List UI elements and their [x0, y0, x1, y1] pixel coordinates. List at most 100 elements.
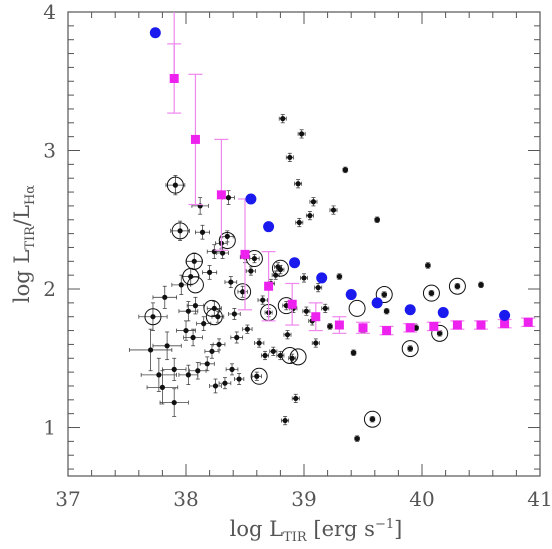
- point-marker: [381, 291, 387, 298]
- data-point: [350, 349, 357, 356]
- data-point: [204, 344, 220, 359]
- data-point: [369, 416, 376, 423]
- data-point: [374, 216, 380, 223]
- data-point: [152, 285, 177, 309]
- point-marker: [413, 325, 419, 331]
- circled-marker: [271, 259, 289, 277]
- point-marker: [222, 380, 228, 386]
- data-point: [309, 197, 318, 207]
- x-tick-label: 40: [409, 487, 434, 511]
- data-point: [278, 114, 287, 124]
- point-marker: [183, 327, 189, 334]
- point-marker: [283, 303, 289, 309]
- point-marker: [195, 368, 201, 374]
- data-point: [128, 328, 173, 372]
- point-marker: [231, 311, 237, 317]
- data-point: [454, 283, 461, 290]
- point-marker: [374, 217, 380, 223]
- point-marker: [190, 334, 196, 341]
- magenta-point: [356, 321, 370, 334]
- circled-marker: [289, 348, 307, 366]
- data-point: [170, 220, 190, 241]
- x-tick-label: 39: [291, 487, 316, 511]
- data-point: [342, 166, 349, 174]
- point-marker: [354, 436, 360, 442]
- data-point: [261, 350, 270, 361]
- data-point: [237, 285, 248, 298]
- circled-marker: [375, 286, 393, 304]
- data-point: [225, 363, 239, 376]
- point-marker: [225, 195, 232, 201]
- circled-marker: [203, 299, 221, 317]
- data-point: [327, 323, 333, 330]
- data-point: [285, 152, 294, 162]
- data-point: [436, 330, 443, 337]
- magenta-point: [188, 73, 203, 206]
- y-axis-title: log LTIR/LHα: [10, 185, 38, 303]
- circled-marker: [348, 299, 366, 317]
- circled-marker: [363, 410, 381, 428]
- data-point: [407, 345, 413, 352]
- data-point: [152, 331, 182, 361]
- magenta-square: [240, 249, 250, 259]
- magenta-square: [334, 320, 344, 330]
- magenta-square: [500, 319, 510, 329]
- data-point: [383, 308, 390, 315]
- data-point: [189, 362, 207, 380]
- point-marker: [172, 182, 178, 188]
- data-point: [291, 393, 300, 403]
- data-point: [242, 324, 253, 334]
- point-marker: [336, 273, 342, 280]
- point-marker: [315, 285, 321, 291]
- data-point: [196, 316, 212, 331]
- magenta-point: [214, 138, 229, 251]
- data-point: [269, 346, 278, 356]
- point-marker: [330, 207, 337, 213]
- point-marker: [310, 199, 317, 205]
- point-marker: [295, 181, 301, 187]
- circled-marker: [144, 308, 162, 326]
- data-point: [216, 247, 229, 259]
- point-marker: [307, 213, 313, 219]
- point-marker: [299, 131, 305, 137]
- magenta-point: [167, 43, 182, 114]
- data-point: [294, 179, 303, 189]
- point-marker: [384, 308, 390, 314]
- magenta-point: [474, 320, 488, 330]
- data-point: [176, 320, 196, 341]
- point-marker: [327, 323, 333, 330]
- point-marker: [478, 282, 484, 288]
- blue-point: [149, 27, 161, 39]
- point-marker: [301, 275, 307, 281]
- circled-marker: [234, 283, 252, 301]
- x-tick-label: 37: [55, 487, 80, 511]
- point-marker: [156, 372, 162, 378]
- point-marker: [164, 343, 170, 349]
- data-point: [300, 273, 308, 283]
- data-point: [302, 306, 311, 316]
- magenta-point: [426, 321, 441, 332]
- magenta-square: [264, 281, 274, 291]
- blue-point: [371, 297, 383, 309]
- point-marker: [236, 376, 242, 382]
- data-point: [161, 357, 187, 381]
- magenta-point: [521, 317, 536, 328]
- circled-marker: [205, 308, 223, 326]
- magenta-point: [332, 316, 347, 334]
- data-point: [178, 364, 199, 385]
- data-point: [138, 302, 168, 331]
- axis-ticks: [67, 11, 541, 476]
- circled-marker: [218, 232, 236, 250]
- circled-marker: [250, 367, 268, 385]
- point-marker: [191, 258, 197, 264]
- point-marker: [229, 366, 235, 372]
- data-point: [354, 435, 360, 442]
- plot-frame: [67, 11, 541, 477]
- magenta-point: [238, 198, 252, 311]
- point-marker: [407, 345, 413, 352]
- data-point: [191, 197, 209, 215]
- point-marker: [212, 383, 219, 389]
- blue-point: [345, 289, 357, 301]
- point-marker: [322, 305, 328, 312]
